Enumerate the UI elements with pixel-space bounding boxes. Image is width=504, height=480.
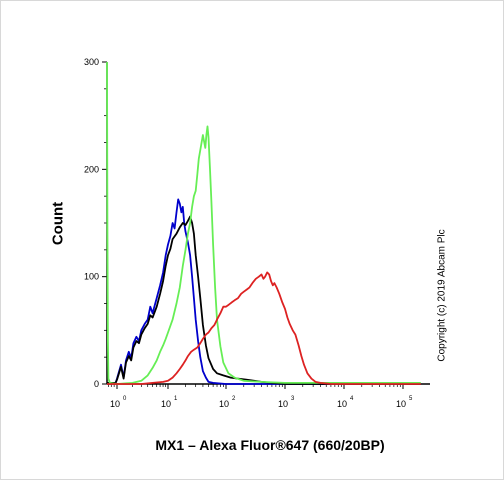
y-tick-label: 0 — [94, 379, 99, 389]
y-tick-label: 200 — [84, 164, 99, 174]
x-tick-exponent: 3 — [291, 396, 295, 402]
x-tick-exponent: 0 — [123, 396, 127, 402]
x-tick-exponent: 5 — [409, 396, 413, 402]
x-tick-label: 10 — [278, 399, 288, 409]
histogram-series-2 — [107, 215, 421, 385]
histogram-series-1 — [107, 198, 421, 385]
copyright-notice: Copyright (c) 2019 Abcam Plc — [436, 229, 448, 362]
y-tick-label: 100 — [84, 272, 99, 282]
x-tick-label: 10 — [161, 399, 171, 409]
y-axis-label: Count — [49, 201, 67, 246]
y-tick-label: 300 — [84, 57, 99, 67]
x-tick-exponent: 2 — [232, 396, 236, 402]
histogram-series-3 — [106, 61, 421, 385]
histogram-series-4 — [107, 271, 421, 385]
x-tick-label: 10 — [337, 399, 347, 409]
x-tick-label: 10 — [219, 399, 229, 409]
x-tick-label: 10 — [396, 399, 406, 409]
x-tick-exponent: 1 — [174, 396, 178, 402]
x-tick-exponent: 4 — [350, 396, 354, 402]
x-axis-label: MX1 – Alexa Fluor®647 (660/20BP) — [155, 437, 385, 453]
x-tick-label: 10 — [110, 399, 120, 409]
